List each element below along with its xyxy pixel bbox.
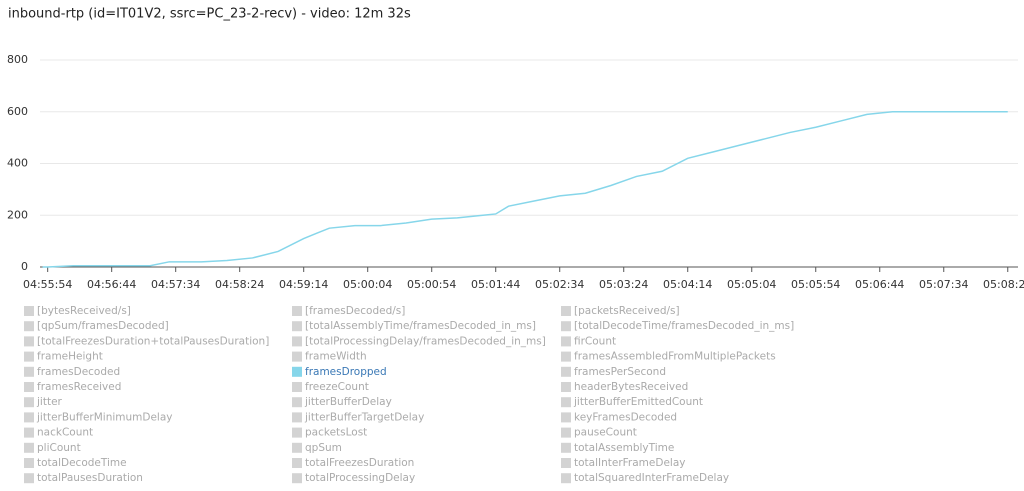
legend-label[interactable]: keyFramesDecoded (574, 411, 677, 423)
legend-label[interactable]: jitterBufferEmittedCount (573, 396, 703, 408)
x-tick-label: 04:59:14 (279, 278, 328, 291)
legend-label[interactable]: [totalAssemblyTime/framesDecoded_in_ms] (305, 320, 536, 332)
chart-title: inbound-rtp (id=IT01V2, ssrc=PC_23-2-rec… (8, 7, 411, 22)
y-tick-label: 200 (7, 208, 28, 221)
y-tick-label: 0 (21, 260, 28, 273)
legend-checkbox[interactable] (24, 336, 34, 347)
legend-label[interactable]: [qpSum/framesDecoded] (37, 320, 169, 332)
legend-checkbox[interactable] (292, 427, 302, 438)
legend-label[interactable]: freezeCount (305, 381, 369, 393)
legend-checkbox[interactable] (24, 351, 34, 362)
legend-label[interactable]: framesDecoded (37, 366, 120, 378)
legend-label[interactable]: [framesDecoded/s] (305, 305, 405, 317)
legend-checkbox[interactable] (561, 351, 571, 362)
legend-checkbox[interactable] (561, 442, 571, 453)
legend-label[interactable]: totalDecodeTime (37, 457, 127, 469)
legend-checkbox[interactable] (24, 442, 34, 453)
legend-label[interactable]: pliCount (37, 442, 81, 454)
legend-checkbox[interactable] (561, 427, 571, 438)
legend-checkbox[interactable] (24, 382, 34, 392)
series-line (42, 111, 1008, 268)
x-tick-label: 05:05:04 (727, 278, 776, 291)
legend-checkbox[interactable] (292, 321, 302, 332)
legend-checkbox[interactable] (24, 321, 34, 332)
x-tick-label: 04:55:54 (23, 278, 72, 291)
legend-label[interactable]: [totalProcessingDelay/framesDecoded_in_m… (305, 335, 546, 347)
legend-label[interactable]: framesDropped (305, 366, 387, 378)
legend-label[interactable]: [totalDecodeTime/framesDecoded_in_ms] (574, 320, 794, 332)
x-tick-label: 04:56:44 (87, 278, 136, 291)
legend-checkbox[interactable] (292, 336, 302, 347)
y-tick-label: 600 (7, 105, 28, 118)
legend-label[interactable]: framesAssembledFromMultiplePackets (574, 351, 776, 363)
legend-label[interactable]: frameWidth (305, 351, 367, 363)
x-tick-label: 05:00:04 (343, 278, 392, 291)
legend-checkbox[interactable] (292, 366, 302, 377)
legend-checkbox[interactable] (561, 336, 571, 347)
legend-checkbox[interactable] (292, 473, 302, 484)
x-tick-label: 05:08:24 (983, 278, 1024, 291)
legend-label[interactable]: jitterBufferMinimumDelay (36, 411, 173, 423)
legend-label[interactable]: totalFreezesDuration (305, 457, 414, 469)
x-tick-label: 05:07:34 (919, 278, 968, 291)
legend-checkbox[interactable] (292, 412, 302, 423)
legend-checkbox[interactable] (292, 442, 302, 453)
y-tick-label: 400 (7, 157, 28, 170)
legend-label[interactable]: totalPausesDuration (37, 472, 143, 484)
legend-checkbox[interactable] (561, 397, 571, 408)
x-tick-label: 05:01:44 (471, 278, 520, 291)
legend-label[interactable]: totalProcessingDelay (305, 472, 415, 484)
x-tick-label: 05:03:24 (599, 278, 648, 291)
legend-label[interactable]: packetsLost (305, 427, 367, 439)
legend-checkbox[interactable] (292, 382, 302, 392)
legend-label[interactable]: totalAssemblyTime (574, 442, 674, 454)
x-tick-label: 05:05:54 (791, 278, 840, 291)
legend-checkbox[interactable] (292, 397, 302, 408)
legend-label[interactable]: frameHeight (37, 351, 103, 363)
legend-label[interactable]: framesPerSecond (574, 366, 666, 378)
legend-checkbox[interactable] (24, 458, 34, 468)
legend-checkbox[interactable] (292, 351, 302, 362)
legend-label[interactable]: totalSquaredInterFrameDelay (574, 472, 729, 484)
legend-checkbox[interactable] (561, 366, 571, 377)
legend-label[interactable]: jitterBufferTargetDelay (304, 411, 424, 423)
legend-label[interactable]: [totalFreezesDuration+totalPausesDuratio… (37, 335, 269, 347)
x-tick-label: 05:04:14 (663, 278, 712, 291)
legend-label[interactable]: qpSum (305, 442, 342, 454)
legend-checkbox[interactable] (24, 412, 34, 423)
legend-checkbox[interactable] (24, 397, 34, 408)
legend-checkbox[interactable] (24, 473, 34, 484)
legend-checkbox[interactable] (24, 427, 34, 438)
legend-label[interactable]: headerBytesReceived (574, 381, 688, 393)
x-tick-label: 04:58:24 (215, 278, 264, 291)
legend-checkbox[interactable] (24, 366, 34, 377)
x-tick-label: 05:06:44 (855, 278, 904, 291)
legend-label[interactable]: pauseCount (574, 427, 637, 439)
legend-checkbox[interactable] (24, 306, 34, 316)
legend-label[interactable]: framesReceived (37, 381, 121, 393)
y-tick-label: 800 (7, 53, 28, 66)
legend-label[interactable]: [bytesReceived/s] (37, 305, 131, 317)
legend-label[interactable]: firCount (574, 335, 616, 347)
legend-label[interactable]: [packetsReceived/s] (574, 305, 680, 317)
legend-label[interactable]: nackCount (37, 427, 93, 439)
legend-label[interactable]: jitterBufferDelay (304, 396, 392, 408)
x-tick-label: 04:57:34 (151, 278, 200, 291)
legend-checkbox[interactable] (561, 306, 571, 316)
legend-checkbox[interactable] (561, 382, 571, 392)
legend-label[interactable]: totalInterFrameDelay (574, 457, 685, 469)
legend-checkbox[interactable] (561, 473, 571, 484)
legend-checkbox[interactable] (561, 458, 571, 468)
legend-checkbox[interactable] (292, 306, 302, 316)
legend-checkbox[interactable] (292, 458, 302, 468)
legend-checkbox[interactable] (561, 321, 571, 332)
x-tick-label: 05:00:54 (407, 278, 456, 291)
legend-label[interactable]: jitter (36, 396, 63, 408)
x-tick-label: 05:02:34 (535, 278, 584, 291)
legend-checkbox[interactable] (561, 412, 571, 423)
